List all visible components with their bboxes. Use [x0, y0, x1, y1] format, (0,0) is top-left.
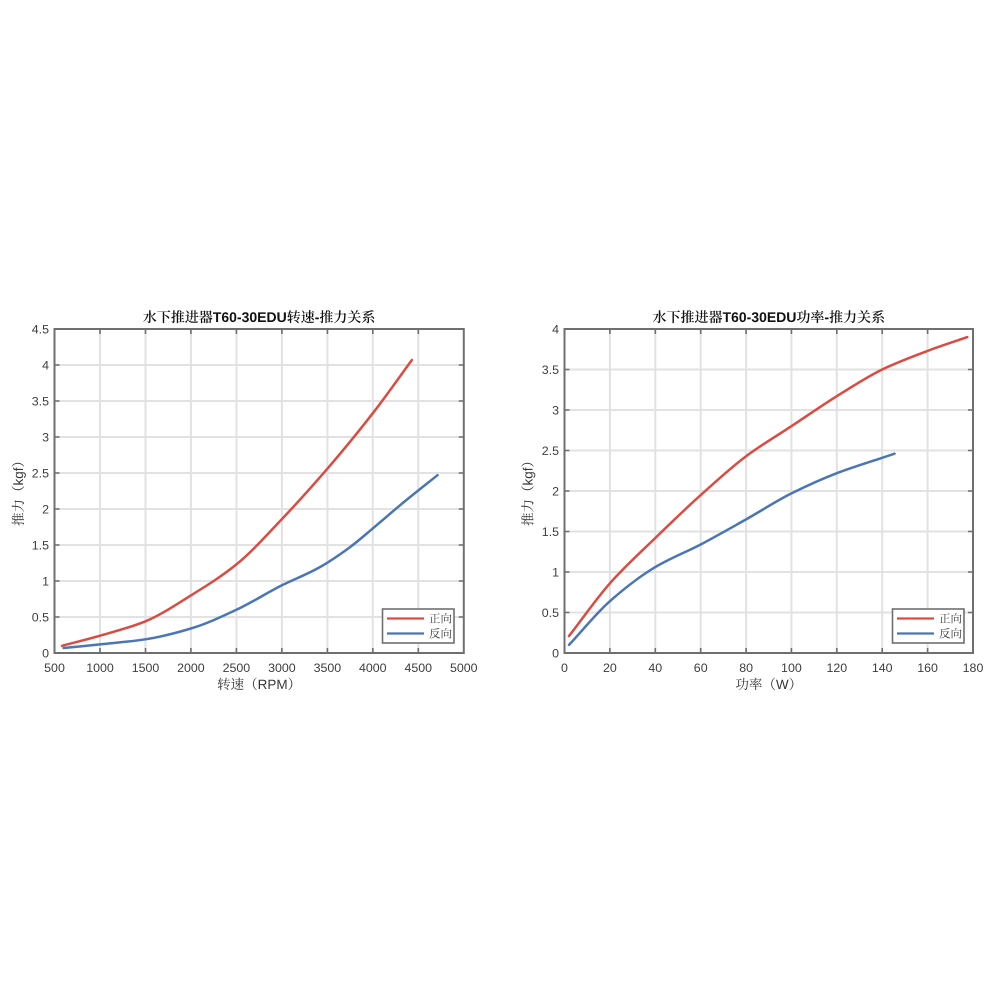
- svg-text:2.5: 2.5: [32, 467, 49, 481]
- svg-text:1500: 1500: [132, 661, 160, 675]
- svg-text:3500: 3500: [314, 661, 342, 675]
- svg-text:3000: 3000: [268, 661, 296, 675]
- svg-text:0.5: 0.5: [32, 611, 49, 625]
- svg-text:0: 0: [42, 647, 49, 661]
- svg-text:0: 0: [561, 661, 568, 675]
- svg-text:1: 1: [552, 566, 559, 580]
- svg-text:40: 40: [648, 661, 662, 675]
- svg-text:4500: 4500: [405, 661, 433, 675]
- svg-text:20: 20: [603, 661, 617, 675]
- svg-text:4.5: 4.5: [32, 323, 49, 337]
- svg-text:60: 60: [694, 661, 708, 675]
- svg-text:2: 2: [552, 485, 559, 499]
- svg-text:1.5: 1.5: [542, 525, 559, 539]
- svg-text:1: 1: [42, 575, 49, 589]
- svg-text:5000: 5000: [450, 661, 478, 675]
- svg-text:4: 4: [42, 359, 49, 373]
- svg-text:1.5: 1.5: [32, 539, 49, 553]
- svg-text:500: 500: [44, 661, 65, 675]
- svg-text:0: 0: [552, 647, 559, 661]
- svg-text:2.5: 2.5: [542, 444, 559, 458]
- svg-text:2500: 2500: [223, 661, 251, 675]
- svg-text:3: 3: [552, 404, 559, 418]
- svg-text:100: 100: [781, 661, 802, 675]
- svg-text:1000: 1000: [86, 661, 114, 675]
- svg-text:120: 120: [826, 661, 847, 675]
- svg-text:0.5: 0.5: [542, 606, 559, 620]
- svg-text:80: 80: [739, 661, 753, 675]
- svg-text:180: 180: [963, 661, 984, 675]
- svg-text:3.5: 3.5: [32, 395, 49, 409]
- svg-text:3: 3: [42, 431, 49, 445]
- svg-text:140: 140: [872, 661, 893, 675]
- svg-text:2000: 2000: [177, 661, 205, 675]
- svg-text:4000: 4000: [359, 661, 387, 675]
- svg-text:4: 4: [552, 323, 559, 337]
- svg-text:160: 160: [917, 661, 938, 675]
- svg-text:2: 2: [42, 503, 49, 517]
- svg-text:3.5: 3.5: [542, 363, 559, 377]
